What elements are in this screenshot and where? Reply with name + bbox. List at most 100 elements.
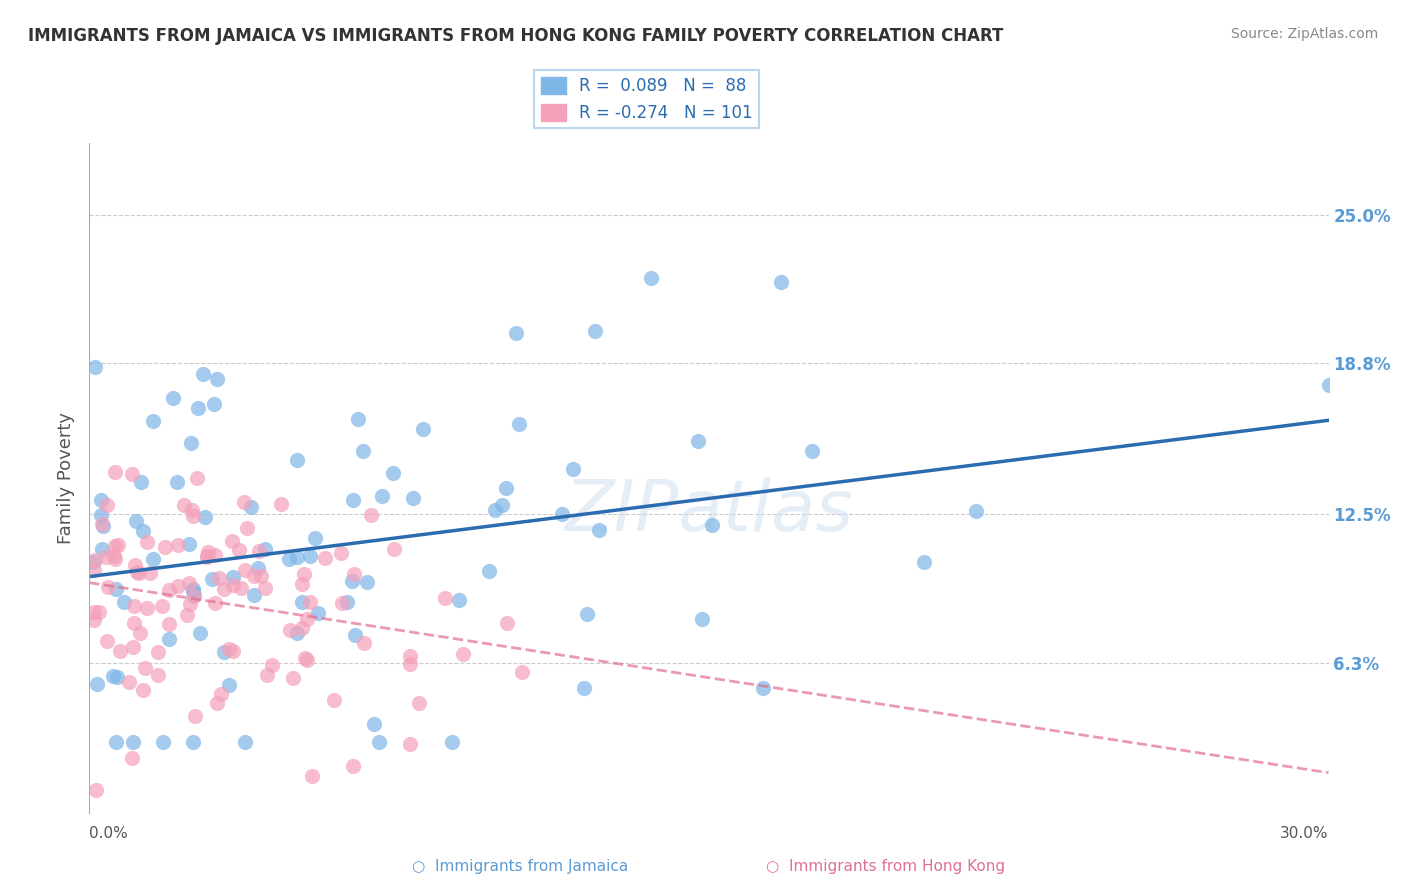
Point	[247, 544, 270, 558]
Point	[91, 518, 114, 533]
Point	[187, 401, 209, 416]
Point	[342, 493, 364, 508]
Point	[104, 465, 127, 479]
Point	[142, 552, 165, 566]
Point	[186, 470, 208, 484]
Point	[96, 634, 118, 648]
Point	[218, 641, 240, 656]
Point	[157, 582, 180, 597]
Point	[412, 422, 434, 436]
Point	[583, 324, 606, 338]
Point	[104, 539, 127, 553]
Point	[222, 578, 245, 592]
Point	[240, 500, 263, 515]
Point	[347, 411, 370, 425]
Point	[343, 628, 366, 642]
Point	[343, 567, 366, 582]
Point	[433, 591, 456, 605]
Point	[101, 669, 124, 683]
Point	[153, 541, 176, 555]
Point	[152, 735, 174, 749]
Point	[157, 632, 180, 647]
Text: ZIPatlas: ZIPatlas	[564, 477, 853, 546]
Point	[382, 542, 405, 557]
Point	[233, 563, 256, 577]
Point	[800, 444, 823, 458]
Point	[90, 542, 112, 557]
Point	[135, 600, 157, 615]
Point	[484, 502, 506, 516]
Point	[356, 574, 378, 589]
Point	[202, 397, 225, 411]
Point	[256, 668, 278, 682]
Point	[295, 652, 318, 666]
Point	[166, 475, 188, 490]
Point	[447, 593, 470, 607]
Point	[228, 543, 250, 558]
Point	[197, 545, 219, 559]
Point	[770, 275, 793, 289]
Point	[508, 417, 530, 432]
Point	[218, 678, 240, 692]
Point	[575, 607, 598, 622]
Point	[124, 615, 146, 630]
Point	[125, 514, 148, 528]
Point	[124, 558, 146, 573]
Point	[360, 508, 382, 523]
Point	[177, 537, 200, 551]
Point	[314, 551, 336, 566]
Point	[246, 560, 269, 574]
Point	[965, 504, 987, 518]
Text: Source: ZipAtlas.com: Source: ZipAtlas.com	[1230, 27, 1378, 41]
Point	[212, 645, 235, 659]
Point	[150, 599, 173, 613]
Point	[253, 581, 276, 595]
Text: IMMIGRANTS FROM JAMAICA VS IMMIGRANTS FROM HONG KONG FAMILY POVERTY CORRELATION : IMMIGRANTS FROM JAMAICA VS IMMIGRANTS FR…	[28, 27, 1004, 45]
Point	[122, 735, 145, 749]
Point	[336, 595, 359, 609]
Point	[191, 368, 214, 382]
Point	[188, 626, 211, 640]
Point	[184, 709, 207, 723]
Point	[752, 681, 775, 696]
Text: ○  Immigrants from Hong Kong: ○ Immigrants from Hong Kong	[766, 859, 1005, 874]
Point	[222, 570, 245, 584]
Point	[285, 625, 308, 640]
Point	[270, 497, 292, 511]
Point	[195, 549, 218, 564]
Point	[105, 582, 128, 596]
Point	[83, 563, 105, 577]
Point	[103, 551, 125, 566]
Point	[84, 783, 107, 797]
Point	[235, 735, 257, 749]
Point	[176, 608, 198, 623]
Point	[912, 555, 935, 569]
Point	[399, 737, 422, 751]
Point	[572, 681, 595, 695]
Point	[588, 523, 610, 537]
Point	[292, 567, 315, 582]
Point	[204, 548, 226, 562]
Point	[94, 549, 117, 564]
Point	[205, 372, 228, 386]
Point	[399, 648, 422, 663]
Point	[294, 651, 316, 665]
Point	[121, 751, 143, 765]
Point	[209, 687, 232, 701]
Point	[136, 535, 159, 549]
Point	[382, 466, 405, 480]
Point	[291, 621, 314, 635]
Point	[440, 735, 463, 749]
Point	[408, 696, 430, 710]
Point	[278, 623, 301, 637]
Point	[495, 481, 517, 495]
Point	[231, 581, 253, 595]
Point	[690, 612, 713, 626]
Point	[167, 538, 190, 552]
Text: 30.0%: 30.0%	[1279, 826, 1329, 841]
Point	[371, 489, 394, 503]
Point	[1317, 378, 1340, 392]
Point	[139, 566, 162, 580]
Point	[451, 647, 474, 661]
Point	[83, 552, 105, 566]
